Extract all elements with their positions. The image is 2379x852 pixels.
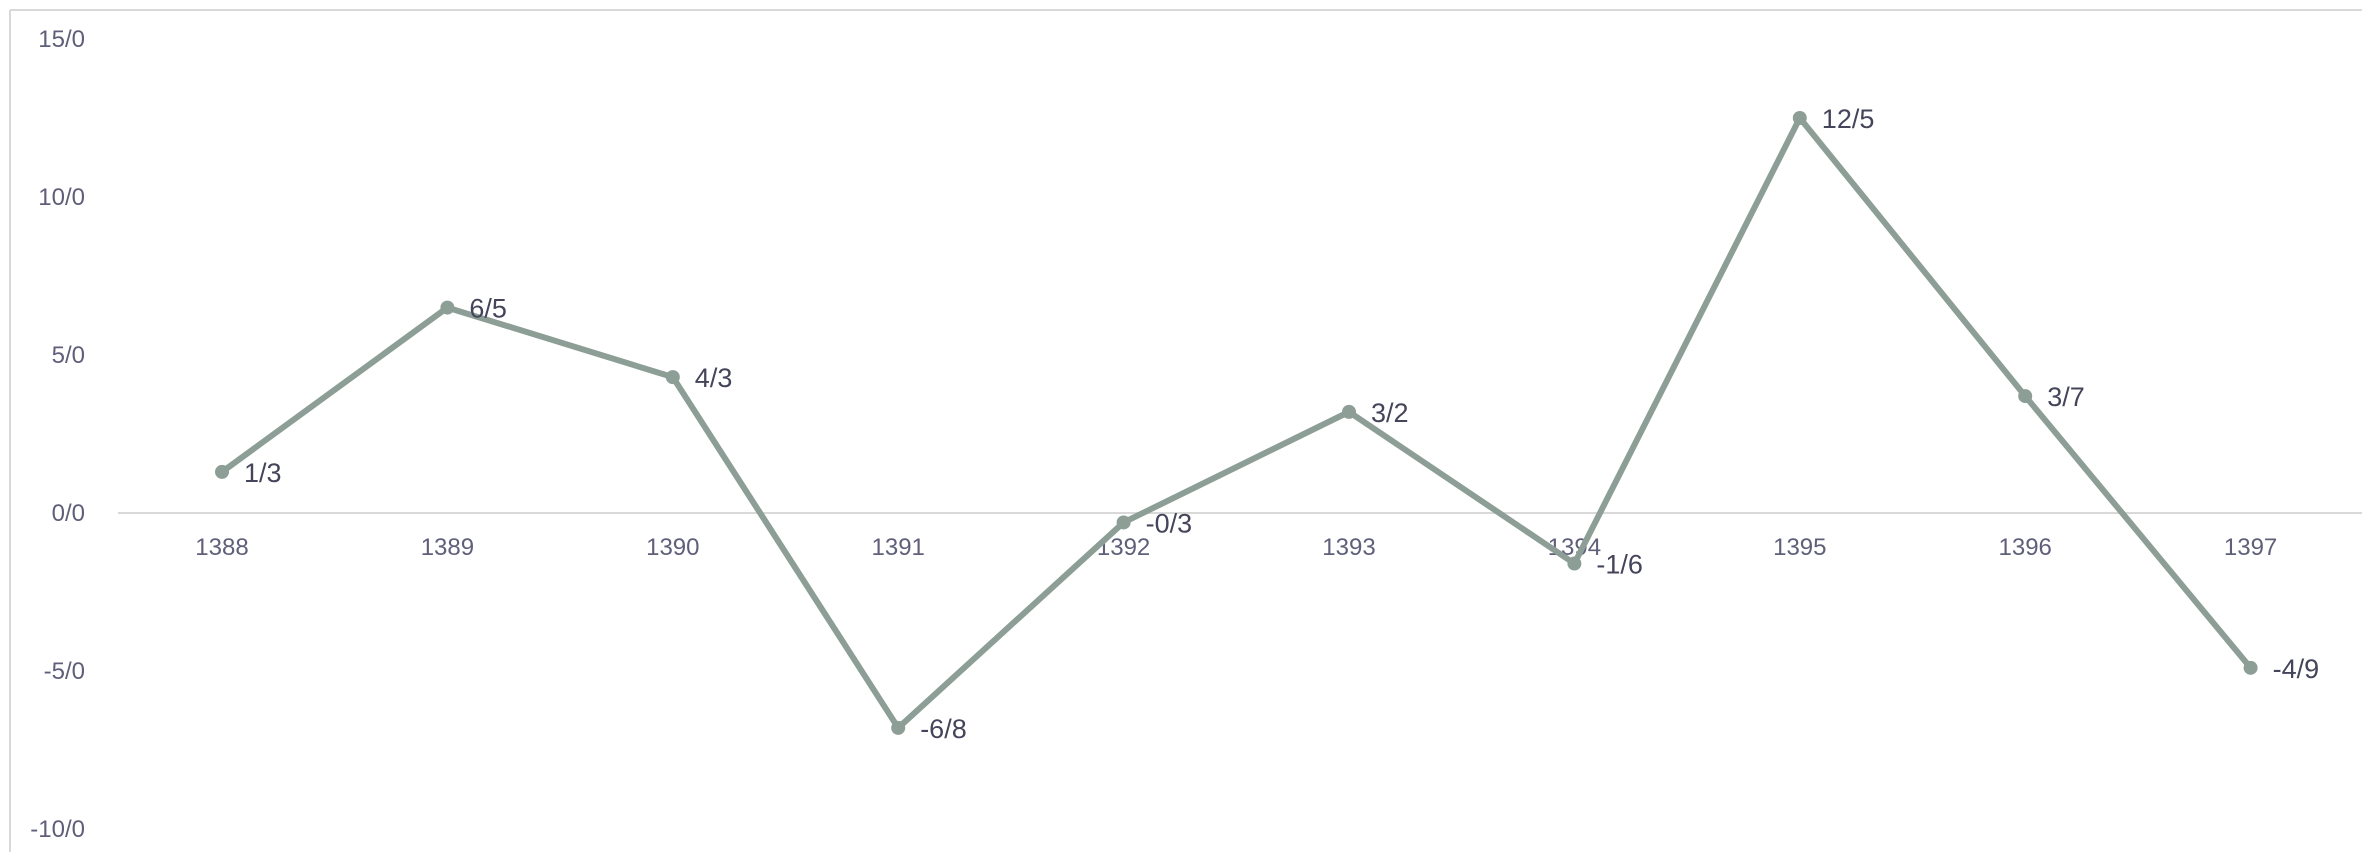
x-tick-label: 1388 — [195, 534, 248, 561]
data-label: 3/2 — [1371, 398, 1409, 428]
data-point — [1567, 556, 1582, 571]
y-tick-label: 10/0 — [38, 184, 85, 211]
data-point — [665, 370, 680, 385]
y-tick-label: 0/0 — [52, 500, 85, 527]
data-label: 3/7 — [2047, 382, 2085, 412]
data-label: 12/5 — [1822, 104, 1875, 134]
x-tick-label: 1391 — [872, 534, 925, 561]
data-label: -0/3 — [1146, 508, 1193, 538]
data-point — [1792, 111, 1807, 125]
data-label: 4/3 — [695, 363, 733, 393]
y-tick-label: -10/0 — [30, 816, 85, 843]
data-point — [215, 464, 229, 479]
data-label: 1/3 — [244, 458, 282, 488]
data-label: -4/9 — [2273, 654, 2320, 684]
data-point — [891, 720, 906, 735]
data-label: 6/5 — [469, 294, 507, 324]
data-point — [2243, 660, 2258, 675]
y-tick-label: -5/0 — [44, 658, 85, 685]
x-tick-label: 1396 — [1999, 534, 2052, 561]
series-line — [219, 115, 2254, 731]
x-tick-label: 1394 — [1548, 534, 1601, 561]
data-label: -6/8 — [920, 714, 967, 744]
data-point — [1342, 404, 1356, 419]
x-tick-label: 1397 — [2224, 534, 2277, 561]
data-label: -1/6 — [1596, 550, 1643, 580]
y-tick-label: 5/0 — [52, 342, 85, 369]
x-tick-label: 1393 — [1322, 534, 1375, 561]
data-point — [440, 300, 455, 315]
x-tick-label: 1390 — [646, 534, 699, 561]
y-tick-label: 15/0 — [38, 26, 85, 53]
data-point — [1116, 515, 1131, 530]
x-tick-label: 1389 — [421, 534, 474, 561]
x-tick-label: 1395 — [1773, 534, 1826, 561]
data-point — [2018, 389, 2033, 404]
